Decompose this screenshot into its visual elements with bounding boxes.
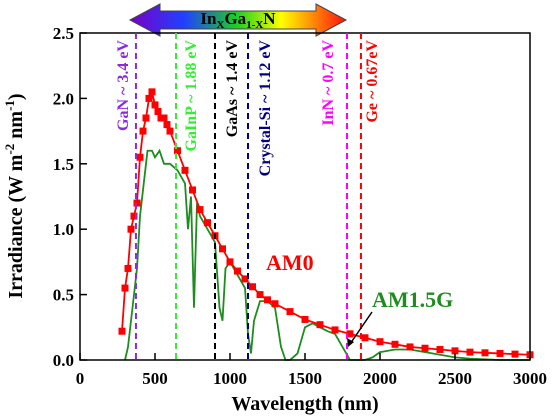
data-point [154,107,162,115]
data-point [160,114,168,122]
bandgap-label: Ge ~ 0.67eV [364,40,381,123]
y-tick-label: 2.0 [53,89,74,108]
data-point [124,264,132,272]
data-point [163,121,171,129]
y-tick-label: 0.0 [53,351,74,370]
data-point [133,199,141,207]
data-point [118,327,126,335]
data-point [271,300,279,308]
data-point [142,114,150,122]
x-tick-label: 1500 [288,369,322,388]
data-point [241,275,249,283]
data-point [130,212,138,220]
y-axis-title: Irradiance (W m-2 nm-1) [2,93,27,298]
data-point [496,349,504,357]
data-point [127,225,135,233]
x-tick-label: 1000 [213,369,247,388]
plot-frame [79,32,531,361]
data-point [436,346,444,354]
data-point [331,326,339,334]
bandgap-label: InN ~ 0.7 eV [320,40,337,126]
series-label: AM0 [266,250,314,275]
data-point [264,296,271,304]
x-tick-label: 3000 [513,369,547,388]
data-point [139,127,147,135]
y-tick-label: 2.5 [53,24,74,43]
data-point [174,147,181,155]
data-point [256,291,264,299]
annotation-arrow [349,311,373,345]
data-point [148,88,156,96]
data-point [196,206,204,214]
plot-area [118,88,534,361]
data-point [121,284,129,292]
y-tick-label: 1.0 [53,220,74,239]
bandgap-label: Crystal-Si ~ 1.12 eV [257,40,274,177]
data-point [466,348,474,356]
data-point [361,334,369,342]
data-point [226,258,234,266]
data-point [481,349,489,357]
data-point [301,315,309,323]
series-line [124,148,530,361]
annotation-arrowhead [347,338,354,347]
x-tick-label: 0 [76,369,85,388]
data-point [316,321,324,329]
y-tick-label: 0.5 [53,286,74,305]
data-point [234,267,241,275]
data-point [151,101,159,109]
banner-label: InXGa1-XN [200,9,276,31]
bandgap-label: GaAs ~ 1.4 eV [224,40,241,138]
data-point [249,283,256,291]
data-point [189,186,196,194]
x-tick-label: 2500 [438,369,472,388]
series-label: AM1.5G [372,287,453,312]
data-point [145,94,153,102]
data-point [511,350,519,358]
x-axis-title: Wavelength (nm) [231,393,378,415]
bandgap-label: GaInP ~ 1.88 eV [183,40,200,152]
data-point [136,153,144,161]
data-point [406,343,414,351]
data-point [204,219,211,227]
data-point [219,245,226,253]
data-point [166,127,174,135]
data-point [451,347,459,355]
data-point [181,166,189,174]
x-tick-label: 2000 [363,369,397,388]
data-point [421,344,429,352]
data-point [376,338,384,346]
banner-arrow [128,3,348,37]
data-point [286,308,294,316]
data-point [391,340,399,348]
y-tick-label: 1.5 [53,155,74,174]
data-point [346,330,354,338]
x-tick-label: 500 [142,369,168,388]
bandgap-label: GaN ~ 3.4 eV [115,40,132,131]
